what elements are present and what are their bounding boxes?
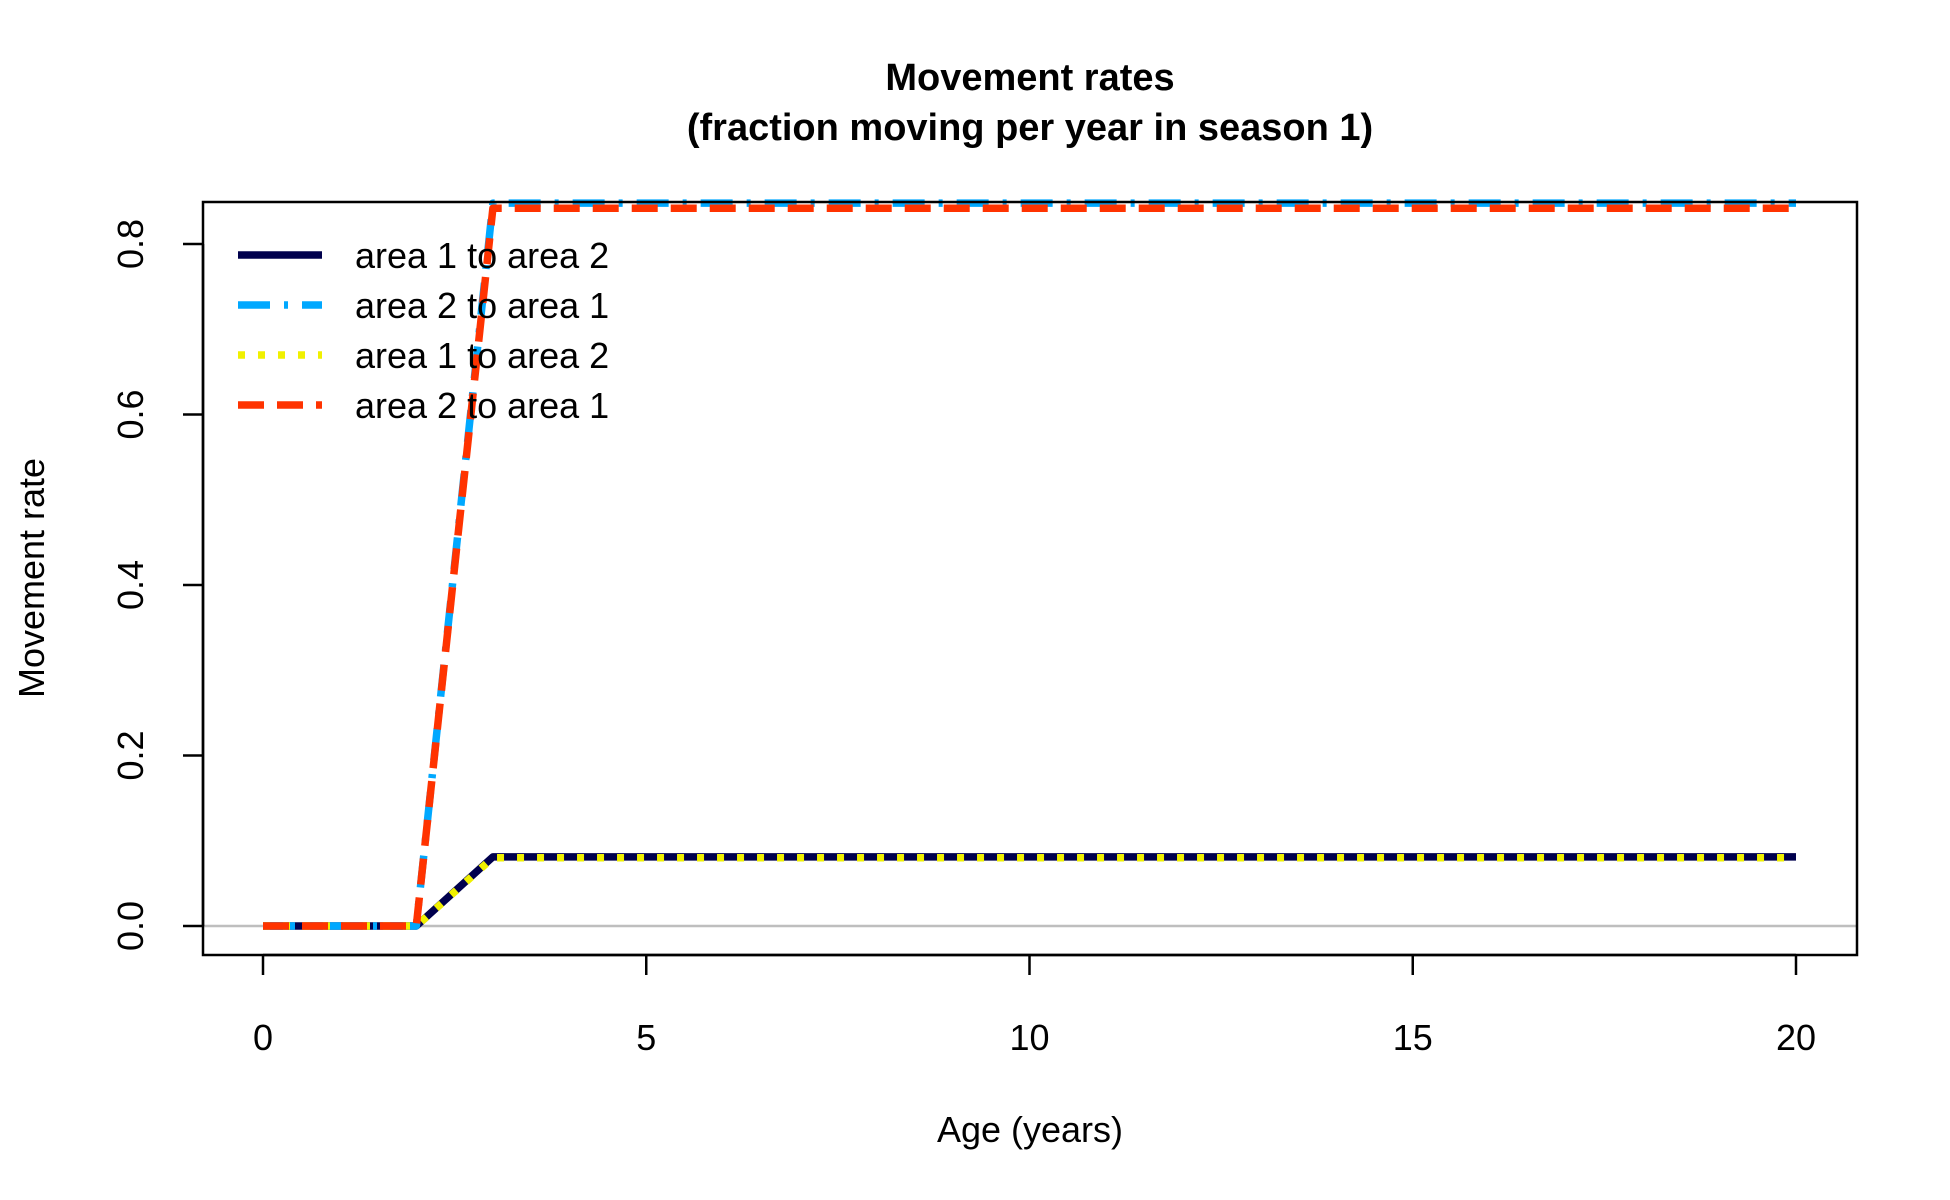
legend-item: area 2 to area 1 [238, 285, 609, 326]
y-tick-label: 0.8 [110, 219, 151, 269]
chart-title: Movement rates [885, 57, 1174, 99]
legend: area 1 to area 2 area 2 to area 1 area 1 t… [238, 235, 609, 426]
legend-item: area 2 to area 1 [238, 385, 609, 426]
x-axis: 0 5 10 15 20 [253, 953, 1816, 1058]
legend-item: area 1 to area 2 [238, 335, 609, 376]
legend-item: area 1 to area 2 [238, 235, 609, 276]
x-tick-label: 20 [1776, 1017, 1816, 1058]
series-line-1 [263, 853, 1796, 930]
x-tick-label: 5 [636, 1017, 656, 1058]
y-tick-label: 0.4 [110, 560, 151, 610]
series-line-3 [263, 854, 1796, 930]
chart-subtitle: (fraction moving per year in season 1) [687, 107, 1373, 149]
y-axis: 0.0 0.2 0.4 0.6 0.8 [110, 219, 205, 951]
x-tick-label: 15 [1393, 1017, 1433, 1058]
series-line-4 [263, 204, 1796, 930]
y-tick-label: 0.2 [110, 730, 151, 780]
legend-label: area 1 to area 2 [355, 335, 609, 376]
y-tick-label: 0.0 [110, 901, 151, 951]
y-tick-label: 0.6 [110, 389, 151, 439]
legend-label: area 2 to area 1 [355, 285, 609, 326]
legend-label: area 1 to area 2 [355, 235, 609, 276]
legend-label: area 2 to area 1 [355, 385, 609, 426]
x-axis-label: Age (years) [937, 1109, 1123, 1150]
y-axis-label: Movement rate [11, 458, 52, 698]
x-tick-label: 0 [253, 1017, 273, 1058]
x-tick-label: 10 [1009, 1017, 1049, 1058]
